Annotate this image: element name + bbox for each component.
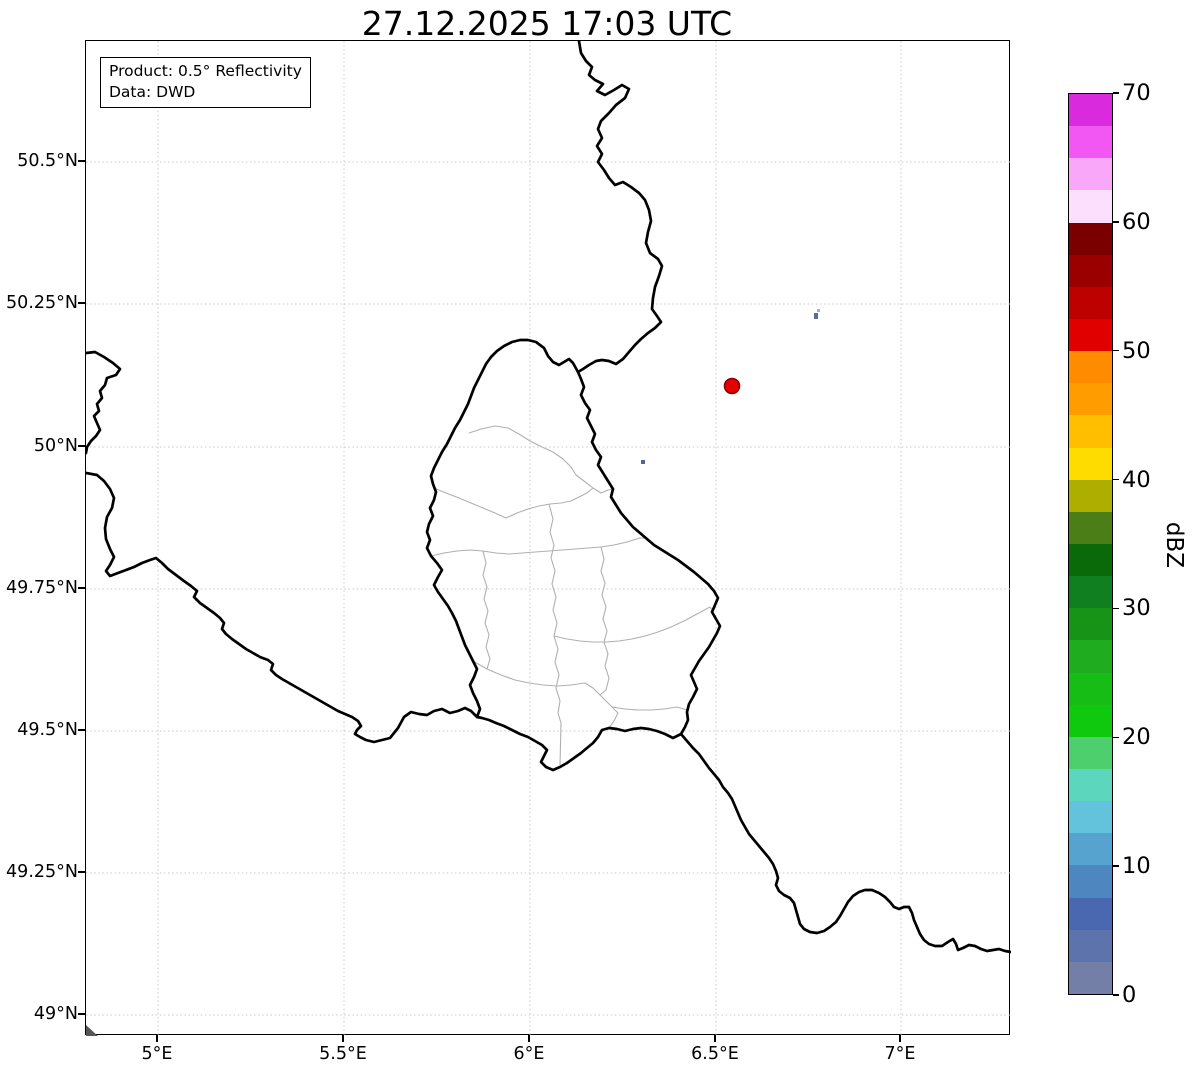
colorbar-segment <box>1069 447 1112 480</box>
colorbar-segment <box>1069 801 1112 834</box>
x-tickmark <box>342 1035 344 1042</box>
border-france-germany <box>679 732 1011 954</box>
colorbar-segment <box>1069 286 1112 320</box>
colorbar-segment <box>1069 833 1112 866</box>
x-tick-label: 5.5°E <box>319 1044 367 1064</box>
colorbar-tickmark <box>1113 478 1119 481</box>
colorbar-segment <box>1069 319 1112 352</box>
colorbar-segment <box>1069 672 1112 705</box>
colorbar-segment <box>1069 222 1112 255</box>
colorbar-segment <box>1069 961 1112 994</box>
y-tick-label: 50.5°N <box>17 151 78 171</box>
colorbar-segment <box>1069 608 1112 641</box>
colorbar <box>1068 93 1113 995</box>
colorbar-segment <box>1069 704 1112 737</box>
colorbar-segment <box>1069 158 1112 191</box>
map-edge-wedge <box>86 1025 98 1036</box>
colorbar-segment <box>1069 576 1112 609</box>
colorbar-segment <box>1069 190 1112 223</box>
x-tick-label: 7°E <box>884 1044 916 1064</box>
y-tickmark <box>78 729 85 731</box>
y-tickmark <box>78 302 85 304</box>
radar-echo <box>814 313 818 319</box>
colorbar-tick-label: 40 <box>1122 466 1151 493</box>
map-canvas <box>86 41 1011 1036</box>
colorbar-segment <box>1069 126 1112 159</box>
radar-site-marker <box>723 377 741 395</box>
colorbar-tick-label: 20 <box>1122 724 1151 751</box>
y-tick-label: 49.75°N <box>6 578 78 598</box>
x-tickmark <box>714 1035 716 1042</box>
colorbar-tick-label: 0 <box>1122 982 1137 1008</box>
border-belgium-france-b <box>86 471 479 744</box>
product-info-box: Product: 0.5° Reflectivity Data: DWD <box>100 57 311 108</box>
colorbar-tick-label: 60 <box>1122 208 1151 235</box>
y-tick-label: 50.25°N <box>6 293 78 313</box>
colorbar-segment <box>1069 511 1112 545</box>
colorbar-segment <box>1069 94 1112 127</box>
product-info-line: Product: 0.5° Reflectivity <box>109 62 302 80</box>
plot-title: 27.12.2025 17:03 UTC <box>361 4 733 43</box>
colorbar-segment <box>1069 479 1112 512</box>
colorbar-segment <box>1069 351 1112 384</box>
y-tickmark <box>78 1013 85 1015</box>
map-plot-area <box>85 40 1011 1036</box>
colorbar-tickmark <box>1113 350 1119 352</box>
colorbar-segment <box>1069 769 1112 802</box>
y-tick-label: 49.5°N <box>17 720 78 740</box>
y-tick-label: 49.25°N <box>6 862 78 882</box>
y-tickmark <box>78 160 85 162</box>
radar-echo <box>641 460 645 464</box>
country-borders <box>86 41 1011 954</box>
y-tick-label: 50°N <box>33 436 78 456</box>
colorbar-segment <box>1069 929 1112 962</box>
y-tickmark <box>78 587 85 589</box>
x-tickmark <box>528 1035 530 1042</box>
colorbar-axis-label: dBZ <box>1161 521 1187 569</box>
radar-echo <box>817 309 820 312</box>
colorbar-tickmark <box>1113 607 1119 610</box>
x-tick-label: 6.5°E <box>691 1044 739 1064</box>
gridlines <box>86 41 1011 1036</box>
x-tickmark <box>156 1035 158 1042</box>
x-tick-label: 6°E <box>513 1044 545 1064</box>
x-tickmark <box>899 1035 901 1042</box>
colorbar-tickmark <box>1113 221 1119 223</box>
colorbar-segment <box>1069 415 1112 448</box>
colorbar-tick-label: 30 <box>1122 595 1151 622</box>
y-tickmark <box>78 871 85 873</box>
border-belgium-germany <box>576 41 664 374</box>
x-tick-label: 5°E <box>141 1044 173 1064</box>
border-belgium-france-a <box>86 350 122 455</box>
y-tick-label: 49°N <box>33 1004 78 1024</box>
colorbar-tickmark <box>1113 736 1119 738</box>
border-luxembourg <box>425 338 722 772</box>
colorbar-segment <box>1069 383 1112 416</box>
y-tickmark <box>78 445 85 447</box>
colorbar-tick-label: 70 <box>1122 80 1151 106</box>
colorbar-segment <box>1069 640 1112 673</box>
colorbar-tick-label: 10 <box>1122 853 1151 880</box>
data-source-line: Data: DWD <box>109 82 196 101</box>
colorbar-tickmark <box>1113 92 1119 94</box>
colorbar-segment <box>1069 897 1112 930</box>
colorbar-segment <box>1069 736 1112 770</box>
colorbar-segment <box>1069 865 1112 898</box>
colorbar-segment <box>1069 254 1112 287</box>
colorbar-tick-label: 50 <box>1122 337 1151 364</box>
colorbar-tickmark <box>1113 865 1119 867</box>
district-borders <box>430 425 713 766</box>
colorbar-tickmark <box>1113 994 1119 996</box>
colorbar-segment <box>1069 544 1112 577</box>
